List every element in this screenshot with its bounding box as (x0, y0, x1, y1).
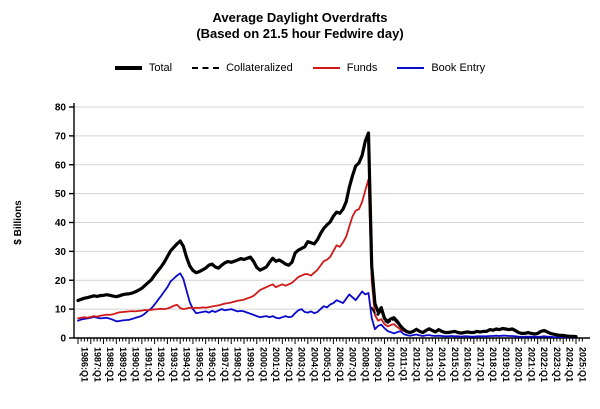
chart-title: Average Daylight Overdrafts (212, 10, 388, 25)
legend-label-funds: Funds (346, 62, 378, 74)
x-tick-label-1998: 1998:Q1 (233, 347, 243, 382)
legend-label-book_entry: Book Entry (431, 62, 486, 74)
x-tick-label-2010: 2010:Q1 (386, 347, 396, 382)
y-axis-title: $ Billions (13, 200, 24, 245)
legend-item-total: Total (114, 62, 173, 74)
x-tick-label-1989: 1989:Q1 (118, 347, 128, 382)
x-tick-label-1990: 1990:Q1 (131, 347, 141, 382)
legend-line-total-icon (114, 66, 142, 70)
y-tick-label-70: 70 (55, 131, 67, 142)
x-tick-label-1992: 1992:Q1 (156, 347, 166, 382)
x-tick-label-1997: 1997:Q1 (220, 347, 230, 382)
x-tick-label-2022: 2022:Q1 (539, 347, 549, 382)
y-tick-label-30: 30 (55, 247, 67, 258)
x-tick-label-2020: 2020:Q1 (514, 347, 524, 382)
series-line-total (76, 131, 578, 339)
x-tick-label-1999: 1999:Q1 (246, 347, 256, 382)
series-line-book_entry (77, 272, 577, 339)
x-tick-label-2019: 2019:Q1 (501, 347, 511, 382)
y-tick-label-50: 50 (55, 189, 67, 200)
x-tick-label-2023: 2023:Q1 (552, 347, 562, 382)
x-tick-label-1987: 1987:Q1 (92, 347, 102, 382)
x-tick-label-2015: 2015:Q1 (450, 347, 460, 382)
chart-subtitle: (Based on 21.5 hour Fedwire day) (196, 26, 404, 42)
x-tick-label-2011: 2011:Q1 (399, 347, 409, 382)
x-tick-label-2000: 2000:Q1 (258, 347, 268, 382)
x-tick-label-2013: 2013:Q1 (424, 347, 434, 382)
x-tick-label-1991: 1991:Q1 (143, 347, 153, 382)
x-tick-label-2008: 2008:Q1 (360, 347, 370, 382)
x-tick-label-1993: 1993:Q1 (169, 347, 179, 382)
y-tick-label-20: 20 (55, 276, 67, 287)
legend-label-collateralized: Collateralized (226, 62, 293, 74)
x-tick-label-2017: 2017:Q1 (475, 347, 485, 382)
legend-line-collateralized-icon (192, 67, 220, 69)
x-tick-label-2025: 2025:Q1 (578, 347, 588, 382)
y-tick-label-10: 10 (55, 305, 67, 316)
x-tick-label-2006: 2006:Q1 (335, 347, 345, 382)
x-tick-label-2002: 2002:Q1 (284, 347, 294, 382)
legend-item-collateralized: Collateralized (192, 62, 293, 74)
x-tick-label-2001: 2001:Q1 (271, 347, 281, 382)
legend-line-book_entry-icon (397, 67, 425, 69)
y-tick-label-40: 40 (55, 218, 67, 229)
legend-label-total: Total (148, 62, 173, 74)
x-tick-label-1988: 1988:Q1 (105, 347, 115, 382)
x-tick-label-2012: 2012:Q1 (412, 347, 422, 382)
x-tick-label-2007: 2007:Q1 (348, 347, 358, 382)
x-tick-label-2009: 2009:Q1 (373, 347, 383, 382)
legend-item-book_entry: Book Entry (397, 62, 485, 74)
series-line-funds (77, 178, 577, 338)
x-tick-label-2021: 2021:Q1 (526, 347, 536, 382)
y-tick-label-80: 80 (55, 103, 67, 114)
x-tick-label-2003: 2003:Q1 (297, 347, 307, 382)
legend-line-funds-icon (312, 67, 340, 69)
chart-legend: Total Collateralized Funds Book Entry (0, 62, 600, 74)
y-tick-label-0: 0 (60, 334, 66, 345)
x-tick-label-1996: 1996:Q1 (207, 347, 217, 382)
x-tick-label-2024: 2024:Q1 (565, 347, 575, 382)
legend-item-funds: Funds (312, 62, 378, 74)
chart-header: Average Daylight Overdrafts (Based on 21… (0, 10, 600, 43)
x-tick-label-2014: 2014:Q1 (437, 347, 447, 382)
x-tick-label-2005: 2005:Q1 (322, 347, 332, 382)
x-tick-label-2018: 2018:Q1 (488, 347, 498, 382)
x-tick-label-1995: 1995:Q1 (194, 347, 204, 382)
x-tick-label-2004: 2004:Q1 (309, 347, 319, 382)
y-tick-label-60: 60 (55, 160, 67, 171)
x-tick-label-1986: 1986:Q1 (80, 347, 90, 382)
x-tick-label-1994: 1994:Q1 (182, 347, 192, 382)
x-tick-label-2016: 2016:Q1 (463, 347, 473, 382)
